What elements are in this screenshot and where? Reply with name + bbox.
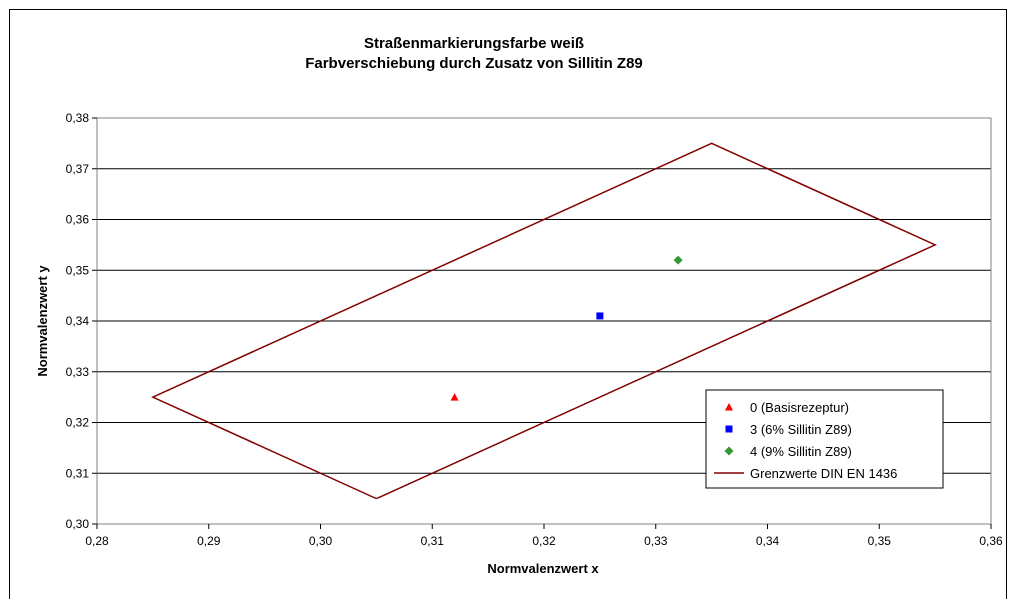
legend-label: 0 (Basisrezeptur) (750, 400, 849, 415)
legend-marker (725, 425, 733, 433)
data-point (673, 255, 683, 265)
x-tick-label: 0,31 (421, 534, 445, 548)
x-tick-label: 0,28 (85, 534, 109, 548)
y-tick-label: 0,38 (66, 111, 90, 125)
x-axis-label: Normvalenzwert x (487, 561, 599, 576)
legend-label: 3 (6% Sillitin Z89) (750, 422, 852, 437)
x-tick-label: 0,34 (756, 534, 780, 548)
x-axis: 0,28 0,29 0,30 0,31 0,32 0,33 0,34 0,35 0,36 (85, 524, 1003, 548)
y-tick-label: 0,36 (66, 213, 90, 227)
y-tick-label: 0,33 (66, 365, 90, 379)
y-tick-label: 0,35 (66, 263, 90, 277)
legend-label: Grenzwerte DIN EN 1436 (750, 466, 897, 481)
y-tick-label: 0,34 (66, 314, 90, 328)
chart-frame: Straßenmarkierungsfarbe weiß Farbverschi… (9, 9, 1007, 599)
legend-marker (725, 403, 733, 411)
data-point (450, 393, 459, 401)
y-tick-label: 0,31 (66, 466, 90, 480)
chart-subtitle: Farbverschiebung durch Zusatz von Sillit… (305, 55, 643, 72)
y-tick-label: 0,30 (66, 517, 90, 531)
x-tick-label: 0,30 (309, 534, 333, 548)
x-tick-label: 0,35 (868, 534, 892, 548)
legend: 0 (Basisrezeptur) 3 (6% Sillitin Z89) 4 (9… (705, 389, 944, 489)
y-axis-label: Normvalenzwert y (35, 265, 50, 377)
y-axis: 0,30 0,31 0,32 0,33 0,34 0,35 0,36 0,37 0,38 (66, 111, 97, 531)
x-tick-label: 0,32 (532, 534, 556, 548)
y-tick-label: 0,37 (66, 162, 90, 176)
chart-title: Straßenmarkierungsfarbe weiß (364, 35, 584, 52)
limit-polygon-line (151, 142, 937, 500)
x-tick-label: 0,33 (644, 534, 668, 548)
x-tick-label: 0,36 (979, 534, 1003, 548)
data-point (596, 312, 604, 320)
y-tick-label: 0,32 (66, 416, 90, 430)
x-tick-label: 0,29 (197, 534, 221, 548)
series-layer (151, 142, 937, 500)
legend-label: 4 (9% Sillitin Z89) (750, 444, 852, 459)
legend-marker (724, 446, 734, 456)
legend-box (705, 389, 944, 489)
scatter-chart: Straßenmarkierungsfarbe weiß Farbverschi… (35, 35, 1003, 576)
